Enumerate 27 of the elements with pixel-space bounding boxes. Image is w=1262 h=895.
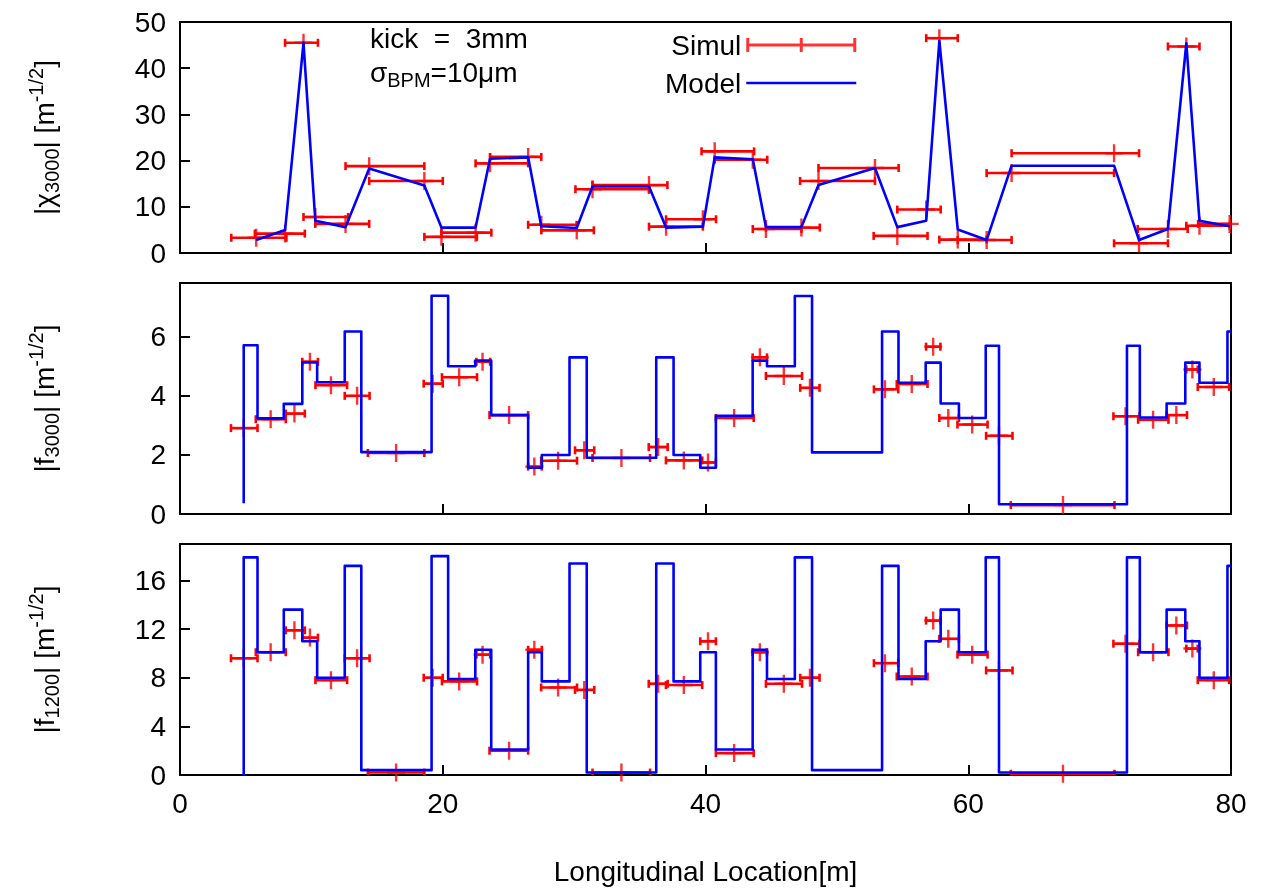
x-tick-label: 40 xyxy=(689,787,722,819)
y-tick-label: 16 xyxy=(134,564,166,596)
y-tick-label: 0 xyxy=(150,237,166,269)
legend-label: Simul xyxy=(671,29,742,61)
x-tick-label: 60 xyxy=(952,787,984,819)
y-tick-label: 40 xyxy=(134,52,166,84)
x-tick-label: 0 xyxy=(172,787,188,819)
y-tick-label: 4 xyxy=(150,710,166,742)
y-tick-label: 4 xyxy=(150,380,166,412)
y-axis-title: |χ3000| [m-1/2] xyxy=(25,60,63,215)
y-tick-label: 12 xyxy=(134,613,166,645)
x-tick-label: 80 xyxy=(1215,787,1247,819)
y-tick-label: 50 xyxy=(134,6,166,38)
y-tick-label: 10 xyxy=(134,191,166,223)
y-tick-label: 2 xyxy=(150,439,166,471)
y-axis-title: |f3000| [m-1/2] xyxy=(25,324,63,473)
x-axis-title: Longitudinal Location[m] xyxy=(553,855,858,887)
y-tick-label: 20 xyxy=(134,145,166,177)
y-tick-label: 0 xyxy=(150,498,166,530)
legend-label: Model xyxy=(665,67,742,99)
y-tick-label: 6 xyxy=(150,320,166,352)
y-axis-title: |f1200| [m-1/2] xyxy=(25,585,63,734)
y-tick-label: 8 xyxy=(150,662,166,694)
annotation: kick = 3mm xyxy=(370,22,528,54)
y-tick-label: 30 xyxy=(134,98,166,130)
x-tick-label: 20 xyxy=(427,787,459,819)
y-tick-label: 0 xyxy=(150,759,166,791)
